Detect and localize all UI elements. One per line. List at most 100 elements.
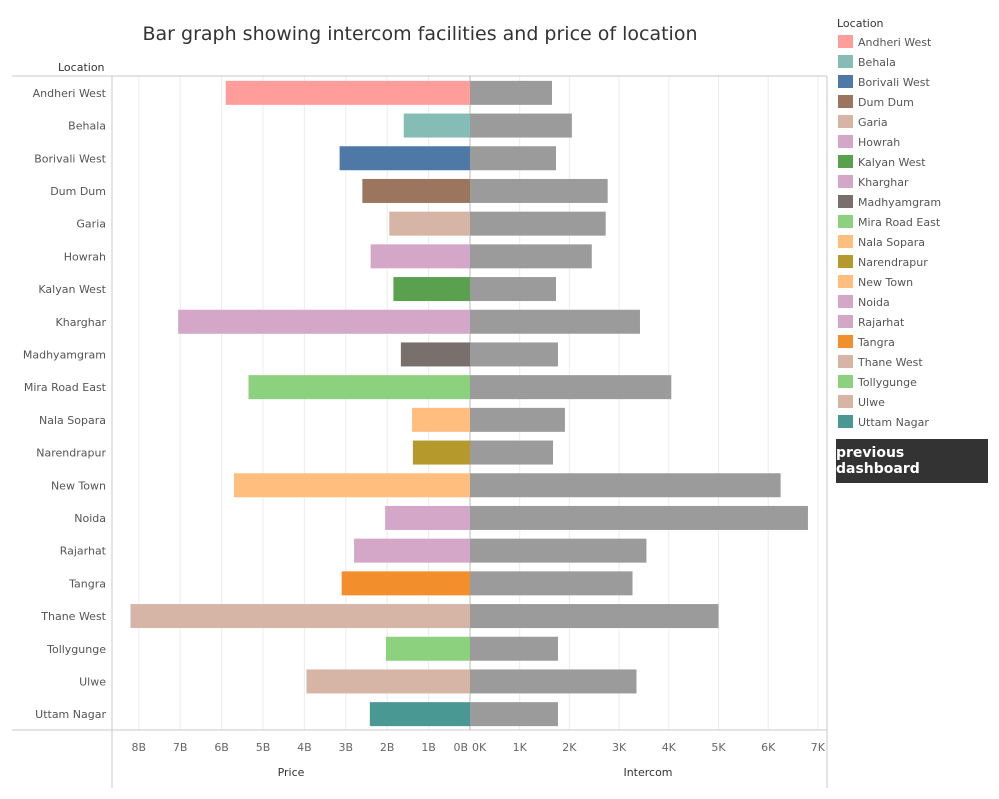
- price-bar: [412, 407, 470, 432]
- legend-swatch: [838, 255, 853, 268]
- legend-label: Garia: [858, 116, 888, 129]
- legend-swatch: [838, 235, 853, 248]
- intercom-tick-label: 3K: [612, 741, 627, 754]
- intercom-bar: [470, 80, 553, 105]
- legend-swatch: [838, 155, 853, 168]
- category-label: Nala Sopara: [39, 414, 106, 427]
- previous-dashboard-button[interactable]: previous dashboard: [836, 439, 988, 483]
- price-bar: [369, 702, 470, 727]
- legend-swatch: [838, 315, 853, 328]
- legend-swatch: [838, 395, 853, 408]
- row-header: Location: [58, 61, 105, 74]
- category-label: Ulwe: [79, 675, 106, 688]
- price-tick-label: 6B: [214, 741, 229, 754]
- category-label: Howrah: [64, 250, 106, 263]
- intercom-bar: [470, 211, 606, 236]
- price-bar: [339, 146, 470, 171]
- legend-label: Noida: [858, 296, 890, 309]
- intercom-tick-label: 5K: [711, 741, 726, 754]
- price-bar: [130, 604, 470, 629]
- legend-swatch: [838, 295, 853, 308]
- intercom-bar: [470, 277, 556, 302]
- category-label: Andheri West: [33, 87, 107, 100]
- category-label: Tollygunge: [46, 643, 106, 656]
- legend-label: Mira Road East: [858, 216, 941, 229]
- intercom-bar: [470, 113, 572, 138]
- category-label: Tangra: [68, 577, 106, 590]
- legend-label: New Town: [858, 276, 913, 289]
- intercom-tick-label: 0K: [472, 741, 487, 754]
- price-bar: [393, 277, 470, 302]
- price-bar: [362, 178, 470, 203]
- category-label: Borivali West: [34, 152, 106, 165]
- price-tick-label: 4B: [297, 741, 312, 754]
- legend-label: Howrah: [858, 136, 900, 149]
- intercom-bar: [470, 244, 592, 269]
- legend-swatch: [838, 375, 853, 388]
- legend-swatch: [838, 355, 853, 368]
- price-bar: [403, 113, 470, 138]
- price-bar: [400, 342, 470, 367]
- price-bar: [248, 375, 470, 400]
- legend-swatch: [838, 335, 853, 348]
- intercom-tick-label: 2K: [562, 741, 577, 754]
- intercom-bar: [470, 669, 637, 694]
- intercom-bar: [470, 538, 647, 563]
- legend-swatch: [838, 95, 853, 108]
- legend-swatch: [838, 195, 853, 208]
- intercom-bar: [470, 604, 719, 629]
- category-label: Behala: [68, 120, 106, 133]
- price-tick-label: 2B: [380, 741, 395, 754]
- category-label: Rajarhat: [60, 545, 107, 558]
- legend-swatch: [838, 215, 853, 228]
- category-label: Garia: [76, 218, 106, 231]
- intercom-tick-label: 7K: [811, 741, 826, 754]
- intercom-bar: [470, 505, 808, 530]
- legend-label: Tangra: [857, 336, 895, 349]
- intercom-bar: [470, 375, 672, 400]
- legend-label: Madhyamgram: [858, 196, 941, 209]
- price-bar: [225, 80, 470, 105]
- category-label: Madhyamgram: [23, 348, 106, 361]
- legend-label: Behala: [858, 56, 896, 69]
- price-tick-label: 0B: [453, 741, 468, 754]
- legend-label: Narendrapur: [858, 256, 928, 269]
- intercom-bar: [470, 473, 781, 498]
- intercom-bar: [470, 342, 558, 367]
- price-bar: [178, 309, 470, 334]
- legend-label: Kharghar: [858, 176, 909, 189]
- chart-title: Bar graph showing intercom facilities an…: [142, 23, 697, 45]
- legend-label: Nala Sopara: [858, 236, 925, 249]
- legend-label: Uttam Nagar: [858, 416, 929, 429]
- category-label: New Town: [51, 479, 106, 492]
- intercom-bar: [470, 636, 558, 661]
- category-label: Thane West: [40, 610, 106, 623]
- legend-label: Thane West: [857, 356, 923, 369]
- price-bar: [306, 669, 470, 694]
- intercom-bar: [470, 702, 558, 727]
- price-bar: [354, 538, 470, 563]
- legend-label: Dum Dum: [858, 96, 914, 109]
- legend-swatch: [838, 55, 853, 68]
- price-tick-label: 5B: [256, 741, 271, 754]
- legend-swatch: [838, 135, 853, 148]
- intercom-bar: [470, 571, 633, 596]
- price-tick-label: 1B: [421, 741, 436, 754]
- legend-swatch: [838, 275, 853, 288]
- price-tick-label: 8B: [132, 741, 147, 754]
- intercom-tick-label: 1K: [513, 741, 528, 754]
- price-tick-label: 7B: [173, 741, 188, 754]
- category-label: Kalyan West: [38, 283, 106, 296]
- price-tick-label: 3B: [339, 741, 354, 754]
- category-label: Kharghar: [56, 316, 107, 329]
- intercom-bar: [470, 178, 608, 203]
- legend-label: Borivali West: [858, 76, 930, 89]
- legend-swatch: [838, 415, 853, 428]
- price-bar: [385, 636, 470, 661]
- category-label: Noida: [74, 512, 106, 525]
- intercom-bar: [470, 407, 565, 432]
- legend-label: Ulwe: [858, 396, 885, 409]
- price-bar: [341, 571, 470, 596]
- category-label: Uttam Nagar: [35, 708, 106, 721]
